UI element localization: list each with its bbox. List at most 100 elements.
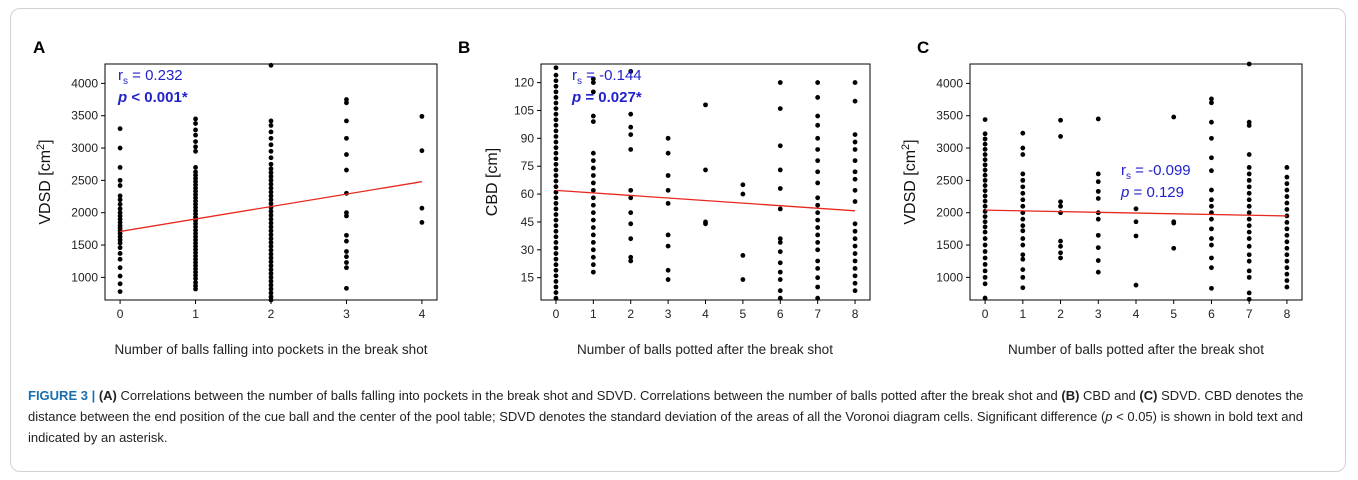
x-tick-label: 7 — [814, 307, 821, 321]
data-point — [268, 135, 274, 141]
data-point — [117, 177, 123, 183]
data-point — [268, 282, 274, 288]
data-point — [117, 183, 123, 188]
data-point — [117, 197, 123, 203]
data-point — [193, 165, 198, 170]
data-point — [1246, 177, 1252, 183]
data-point — [1020, 274, 1026, 280]
data-point — [815, 258, 821, 264]
stat-p-symbol: p — [1120, 184, 1129, 201]
data-point — [344, 285, 349, 291]
y-axis-label-main: VDSD [cm — [37, 150, 54, 225]
data-point — [1209, 236, 1214, 241]
data-point — [553, 111, 559, 117]
data-point — [1284, 187, 1290, 193]
data-point — [553, 72, 559, 78]
stat-p-sign: < — [127, 89, 144, 106]
data-point — [982, 193, 988, 199]
data-point — [1133, 206, 1139, 212]
data-point — [268, 224, 274, 230]
caption-p-italic: p — [1105, 409, 1113, 424]
data-point — [344, 97, 349, 102]
data-point — [1284, 181, 1290, 187]
data-point — [1246, 171, 1252, 177]
data-point — [628, 258, 634, 264]
data-point — [1246, 258, 1252, 264]
caption-b-tag: (B) — [1061, 388, 1080, 403]
data-point — [982, 274, 988, 280]
data-point — [777, 260, 783, 266]
x-tick-label: 0 — [553, 307, 560, 321]
x-tick-label: 0 — [117, 307, 124, 321]
x-axis-label: Number of balls falling into pockets in … — [115, 342, 428, 357]
data-point — [419, 220, 425, 225]
data-point — [982, 141, 988, 147]
data-point — [344, 238, 349, 244]
data-point — [1246, 190, 1252, 196]
data-point — [1209, 135, 1214, 141]
data-point — [1246, 197, 1252, 203]
panel-letter: C — [917, 38, 929, 57]
stat-p: p = 0.027* — [571, 89, 642, 106]
data-point — [665, 173, 671, 178]
data-point — [1284, 245, 1290, 251]
data-point — [628, 254, 634, 260]
data-point — [815, 195, 821, 201]
data-point — [553, 279, 559, 284]
data-point — [852, 176, 858, 182]
data-point — [665, 243, 671, 249]
data-point — [852, 158, 858, 164]
data-point — [703, 219, 708, 225]
data-point — [268, 185, 274, 191]
data-point — [590, 232, 596, 238]
data-point — [1209, 255, 1214, 261]
data-point — [344, 265, 349, 271]
stat-r-symbol: r — [118, 67, 123, 84]
data-point — [1246, 290, 1252, 296]
data-point — [193, 121, 198, 126]
data-point — [268, 216, 274, 222]
plot-area — [969, 63, 1303, 301]
data-point — [1284, 194, 1290, 199]
data-point — [982, 262, 988, 267]
data-point — [553, 206, 559, 212]
data-point — [553, 139, 559, 145]
data-point — [777, 239, 783, 245]
data-point — [982, 162, 988, 168]
y-tick-label: 30 — [521, 243, 535, 257]
trend-line — [555, 189, 856, 212]
x-tick-label: 3 — [1095, 307, 1102, 321]
data-point — [590, 187, 596, 193]
data-point — [553, 128, 559, 134]
data-point — [852, 236, 858, 242]
data-point — [553, 117, 559, 123]
data-point — [777, 236, 783, 242]
stat-p-sign: = — [581, 89, 598, 106]
y-tick-label: 3000 — [936, 141, 963, 155]
data-point — [1020, 285, 1026, 291]
stat-r-value: = 0.232 — [128, 67, 183, 84]
y-axis-label-end: ] — [37, 139, 54, 143]
data-point — [1246, 119, 1252, 125]
stat-r-value: = -0.099 — [1131, 162, 1191, 179]
data-point — [117, 165, 123, 170]
data-point — [982, 236, 988, 241]
data-point — [1020, 242, 1026, 248]
data-point — [815, 180, 821, 186]
figure-caption: FIGURE 3 | (A) Correlations between the … — [28, 385, 1333, 448]
panel-letter: A — [33, 38, 45, 57]
data-point — [268, 118, 274, 124]
data-point — [982, 249, 988, 254]
y-tick-label: 2000 — [71, 206, 98, 220]
data-point — [268, 201, 274, 207]
data-point — [344, 232, 349, 238]
data-point — [982, 117, 988, 123]
data-point — [982, 214, 988, 219]
data-point — [268, 259, 274, 265]
data-point — [982, 224, 988, 230]
data-point — [982, 152, 988, 157]
data-point — [852, 98, 858, 104]
data-point — [1020, 184, 1026, 190]
figure-frame — [10, 8, 1346, 472]
x-tick-label: 2 — [268, 307, 275, 321]
